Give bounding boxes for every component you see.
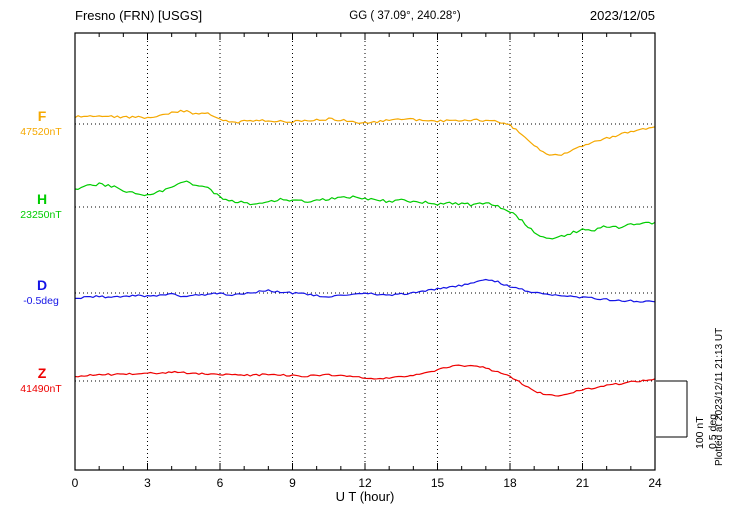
geographic-coords: GG ( 37.09°, 240.28°) <box>349 10 461 22</box>
series-baseline-value-f: 47520nT <box>20 126 62 138</box>
series-baseline-value-d: -0.5deg <box>23 295 59 307</box>
series-label-f: F <box>37 108 47 124</box>
plotted-at-label: Plotted at 2023/12/11 21:13 UT <box>714 327 725 466</box>
x-axis-label: U T (hour) <box>335 489 395 504</box>
x-tick-label: 9 <box>289 476 296 490</box>
x-tick-label: 12 <box>358 476 372 490</box>
x-tick-label: 18 <box>503 476 517 490</box>
series-label-d: D <box>36 277 48 293</box>
x-tick-label: 15 <box>430 476 445 490</box>
station-title: Fresno (FRN) [USGS] <box>75 8 203 23</box>
x-tick-label: 6 <box>216 476 224 490</box>
series-baseline-value-z: 41490nT <box>20 383 62 395</box>
series-baseline-value-h: 23250nT <box>20 209 62 221</box>
scale-bar-line1: 100 nT <box>694 416 706 449</box>
x-tick-label: 21 <box>575 476 590 490</box>
series-label-h: H <box>36 191 48 207</box>
x-tick-label: 24 <box>648 476 662 490</box>
x-tick-label: 0 <box>71 476 79 490</box>
x-tick-label: 3 <box>144 476 151 490</box>
date-label: 2023/12/05 <box>589 8 655 23</box>
series-label-z: Z <box>37 365 47 381</box>
